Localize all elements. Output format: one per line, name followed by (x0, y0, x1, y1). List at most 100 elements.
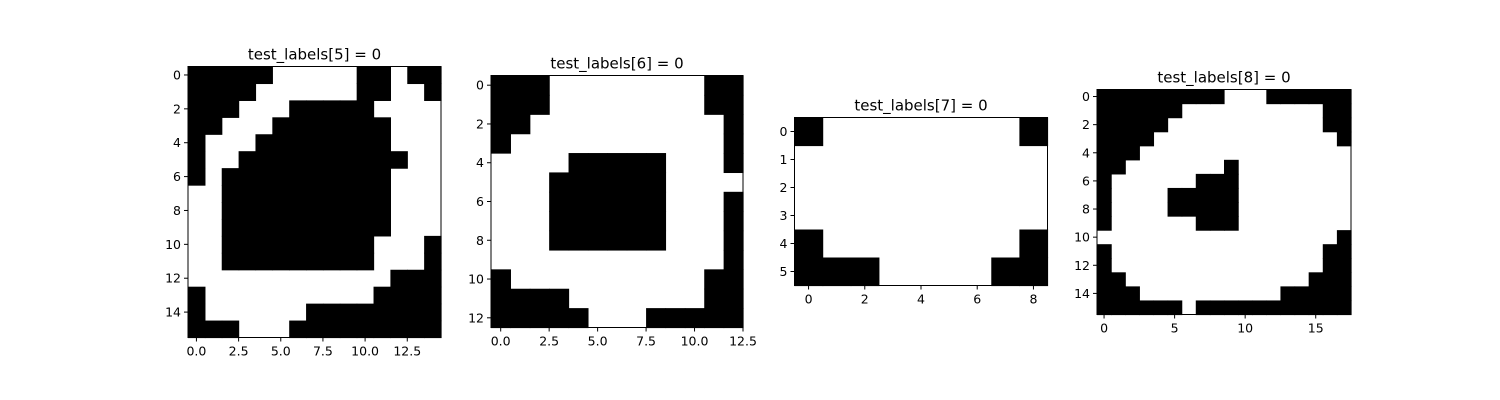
y-tick-label: 2 (780, 180, 788, 195)
pixel-cell (491, 288, 511, 309)
pixel-cell (1097, 286, 1112, 302)
pixel-cell (322, 134, 341, 152)
x-tick-label: 0 (805, 292, 813, 307)
pixel-cell (221, 168, 240, 186)
pixel-cell (529, 75, 550, 96)
panel-2: 0.0 2.5 5.0 7.5 10.0 12.5 0 2 4 6 8 10 12 test_labels… (468, 55, 757, 349)
pixel-cell (356, 134, 375, 152)
pixel-cell (373, 303, 391, 322)
pixel-cell (1019, 117, 1049, 147)
pixel-cell (723, 114, 744, 135)
pixel-cell (1209, 300, 1225, 316)
y-tick-label: 4 (1082, 145, 1090, 160)
pixel-cell (424, 269, 442, 288)
pixel-cell (306, 117, 324, 135)
pixel-cell (1097, 159, 1112, 175)
pixel-cell (568, 230, 589, 251)
pixel-cell (1097, 173, 1112, 189)
y-tick-label: 0 (1082, 89, 1090, 104)
pixel-cell (1209, 173, 1225, 189)
pixel-cell (255, 151, 273, 169)
pixel-cell (1195, 89, 1211, 105)
pixel-cell (626, 153, 647, 174)
pixel-cell (373, 185, 391, 203)
pixel-cell (665, 308, 686, 329)
pixel-cell (704, 269, 725, 290)
y-tick-label: 4 (780, 236, 788, 251)
pixel-cell (373, 117, 391, 135)
pixel-cell (356, 66, 375, 85)
pixel-cell (1097, 202, 1112, 217)
pixel-cell (188, 66, 206, 85)
pixel-cell (306, 252, 324, 271)
pixel-cell (322, 252, 341, 271)
pixel-cell (1181, 187, 1197, 203)
pixel-cell (255, 134, 273, 152)
pixel-cell (1308, 89, 1324, 105)
pixel-cell (723, 75, 744, 96)
pixel-cell (1280, 300, 1296, 316)
pixel-cell (272, 252, 290, 271)
pixel-cell (322, 235, 341, 254)
pixel-cell (1125, 300, 1140, 316)
pixel-cell (646, 153, 667, 174)
pixel-cell (510, 288, 531, 309)
pixel-cell (1097, 103, 1112, 119)
y-tick-label: 2 (476, 116, 484, 131)
pixel-cell (1153, 89, 1169, 105)
pixel-cell (1139, 117, 1155, 133)
pixel-cell (1125, 89, 1140, 105)
pixel-cell (306, 320, 324, 339)
y-tick-label: 2 (1082, 117, 1090, 132)
pixel-cell (1322, 258, 1338, 273)
pixel-cell (626, 230, 647, 251)
pixel-cell (1125, 117, 1140, 133)
pixel-cell (356, 303, 375, 322)
pixel-cell (704, 75, 725, 96)
pixel-cell (238, 168, 257, 186)
x-tick-label: 2.5 (539, 334, 559, 349)
pixel-cell (289, 218, 307, 237)
pixel-cell (626, 211, 647, 232)
pixel-cell (549, 230, 570, 251)
y-tick-label: 5 (780, 264, 788, 279)
pixel-cell (289, 134, 307, 152)
pixel-cell (289, 235, 307, 254)
pixel-cell (238, 151, 257, 169)
pixel-cell (356, 320, 375, 339)
y-tick-label: 1 (780, 152, 788, 167)
pixel-cell (1308, 286, 1324, 302)
pixel-cell (1336, 272, 1352, 287)
pixel-cell (221, 235, 240, 254)
y-tick-label: 8 (173, 203, 181, 218)
pixel-cell (356, 185, 375, 203)
pixel-cell (390, 303, 408, 322)
pixel-cell (1294, 89, 1310, 105)
pixel-cell (704, 288, 725, 309)
pixel-cell (272, 218, 290, 237)
pixel-cell (373, 286, 391, 305)
pixel-cell (306, 218, 324, 237)
pixel-cell (306, 202, 324, 220)
x-tick-label: 12.5 (393, 344, 421, 359)
pixel-cell (1139, 300, 1155, 316)
pixel-cell (255, 218, 273, 237)
pixel-cell (1111, 103, 1126, 119)
pixel-cell (188, 151, 206, 169)
pixel-cell (221, 320, 240, 339)
pixel-cell (356, 235, 375, 254)
x-tick-label: 5.0 (588, 334, 608, 349)
pixel-cell (1322, 286, 1338, 302)
pixel-cell (373, 218, 391, 237)
pixel-cell (491, 114, 511, 135)
pixel-cell (188, 286, 206, 305)
chart-title: test_labels[6] = 0 (550, 55, 683, 74)
pixel-cell (1224, 300, 1239, 316)
pixel-cell (255, 66, 273, 85)
pixel-cell (1195, 300, 1211, 316)
y-tick-label: 8 (476, 233, 484, 248)
pixel-cell (221, 252, 240, 271)
pixel-cell (188, 83, 206, 101)
pixel-cell (407, 66, 425, 85)
pixel-cell (1224, 159, 1239, 175)
